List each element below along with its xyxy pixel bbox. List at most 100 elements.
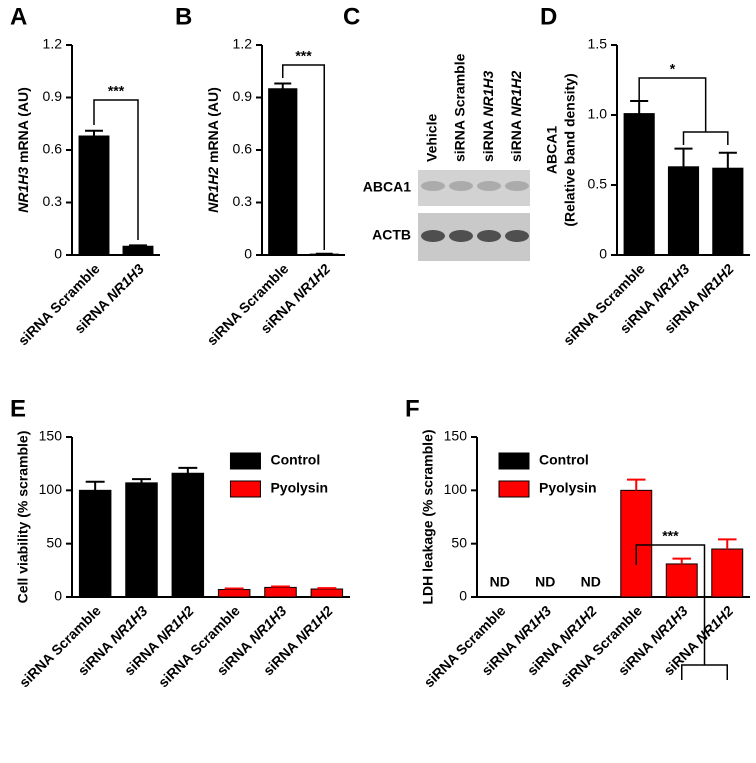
y-tick-label: 1.2 — [43, 36, 63, 52]
bar — [264, 586, 297, 598]
y-tick-label: 1.5 — [588, 36, 608, 52]
panel-label: D — [540, 3, 557, 30]
legend-swatch — [498, 452, 530, 470]
legend-swatch — [229, 452, 261, 470]
bar — [665, 563, 698, 598]
bar — [217, 589, 251, 598]
nd-label: ND — [490, 574, 510, 590]
band — [449, 230, 473, 242]
y-axis-label: ABCA1 — [544, 126, 560, 174]
bar — [712, 167, 744, 256]
error-bar — [317, 587, 337, 590]
error-bar — [718, 151, 737, 169]
y-tick-label: 0 — [54, 588, 62, 604]
legend-label: Control — [539, 452, 589, 468]
y-axis-label: Cell viability (% scramble) — [15, 431, 31, 604]
y-tick-label: 0 — [244, 246, 252, 262]
legend-swatch — [498, 480, 530, 498]
legend-label: Control — [270, 452, 320, 468]
error-bar — [85, 129, 103, 136]
error-bar — [626, 478, 646, 491]
panel-label: B — [175, 3, 192, 30]
lane-label: Vehicle — [424, 114, 440, 162]
y-axis-label: NR1H2 mRNA (AU) — [205, 87, 221, 213]
bar — [122, 245, 154, 256]
error-bar — [672, 557, 692, 564]
panel-label: A — [10, 3, 27, 30]
bar — [268, 88, 298, 256]
bar — [620, 489, 653, 598]
band — [449, 181, 473, 191]
y-axis-label: NR1H3 mRNA (AU) — [15, 87, 31, 213]
lane-label: siRNA NR1H3 — [480, 70, 496, 162]
y-tick-label: 50 — [46, 534, 62, 550]
significance-bracket — [635, 544, 728, 680]
legend-label: Pyolysin — [270, 480, 328, 496]
y-tick-label: 50 — [451, 534, 467, 550]
bar — [171, 472, 205, 598]
band — [505, 230, 529, 242]
y-tick-label: 0.3 — [43, 193, 63, 209]
legend-swatch — [229, 480, 261, 498]
error-bar — [178, 466, 198, 474]
y-tick-label: 0.6 — [233, 141, 253, 157]
error-bar — [674, 147, 693, 167]
significance-bracket — [282, 64, 325, 250]
y-tick-label: 0.5 — [588, 176, 608, 192]
x-tick-label: siRNA Scramble — [557, 602, 645, 690]
significance-label: * — [670, 61, 676, 77]
band — [477, 181, 501, 191]
row-label: ABCA1 — [363, 179, 411, 195]
legend-label: Pyolysin — [539, 480, 597, 496]
band — [421, 230, 445, 242]
significance-bracket — [638, 77, 729, 145]
x-tick-label: siRNA Scramble — [155, 602, 243, 690]
significance-bracket — [93, 99, 139, 240]
error-bar — [85, 480, 105, 491]
x-tick-label: siRNA Scramble — [15, 260, 103, 348]
y-tick-label: 100 — [444, 481, 468, 497]
lane-label: siRNA Scramble — [452, 53, 468, 162]
row-label: ACTB — [372, 227, 411, 243]
lane-label: siRNA NR1H2 — [508, 70, 524, 162]
y-tick-label: 150 — [39, 428, 63, 444]
error-bar — [132, 478, 151, 483]
error-bar — [630, 100, 649, 114]
y-tick-label: 1.2 — [233, 36, 253, 52]
x-tick-label: siRNA Scramble — [560, 260, 648, 348]
panel-label: C — [343, 3, 360, 30]
y-tick-label: 0 — [54, 246, 62, 262]
y-tick-label: 0.9 — [233, 88, 253, 104]
panel-label: E — [10, 395, 26, 422]
x-tick-label: siRNA Scramble — [16, 602, 104, 690]
error-bar — [129, 244, 147, 247]
panel-label: F — [405, 395, 420, 422]
bar — [125, 482, 158, 598]
band — [505, 181, 529, 191]
y-tick-label: 0 — [599, 246, 607, 262]
error-bar — [717, 538, 737, 549]
y-tick-label: 100 — [39, 481, 63, 497]
y-axis-label: LDH leakage (% scramble) — [420, 429, 436, 604]
y-tick-label: 150 — [444, 428, 468, 444]
nd-label: ND — [535, 574, 555, 590]
y-tick-label: 0.6 — [43, 141, 63, 157]
bar — [623, 113, 655, 256]
significance-label: *** — [295, 48, 312, 64]
y-tick-label: 0 — [459, 588, 467, 604]
error-bar — [274, 82, 292, 89]
band — [477, 230, 501, 242]
error-bar — [224, 587, 244, 590]
bar — [711, 548, 744, 598]
y-axis-label: (Relative band density) — [562, 73, 578, 226]
error-bar — [271, 585, 290, 588]
band — [421, 181, 445, 191]
y-tick-label: 0.3 — [233, 193, 253, 209]
bar — [310, 588, 344, 598]
significance-label: *** — [662, 528, 679, 544]
bar — [78, 489, 112, 598]
y-tick-label: 0.9 — [43, 88, 63, 104]
x-tick-label: siRNA Scramble — [421, 602, 509, 690]
